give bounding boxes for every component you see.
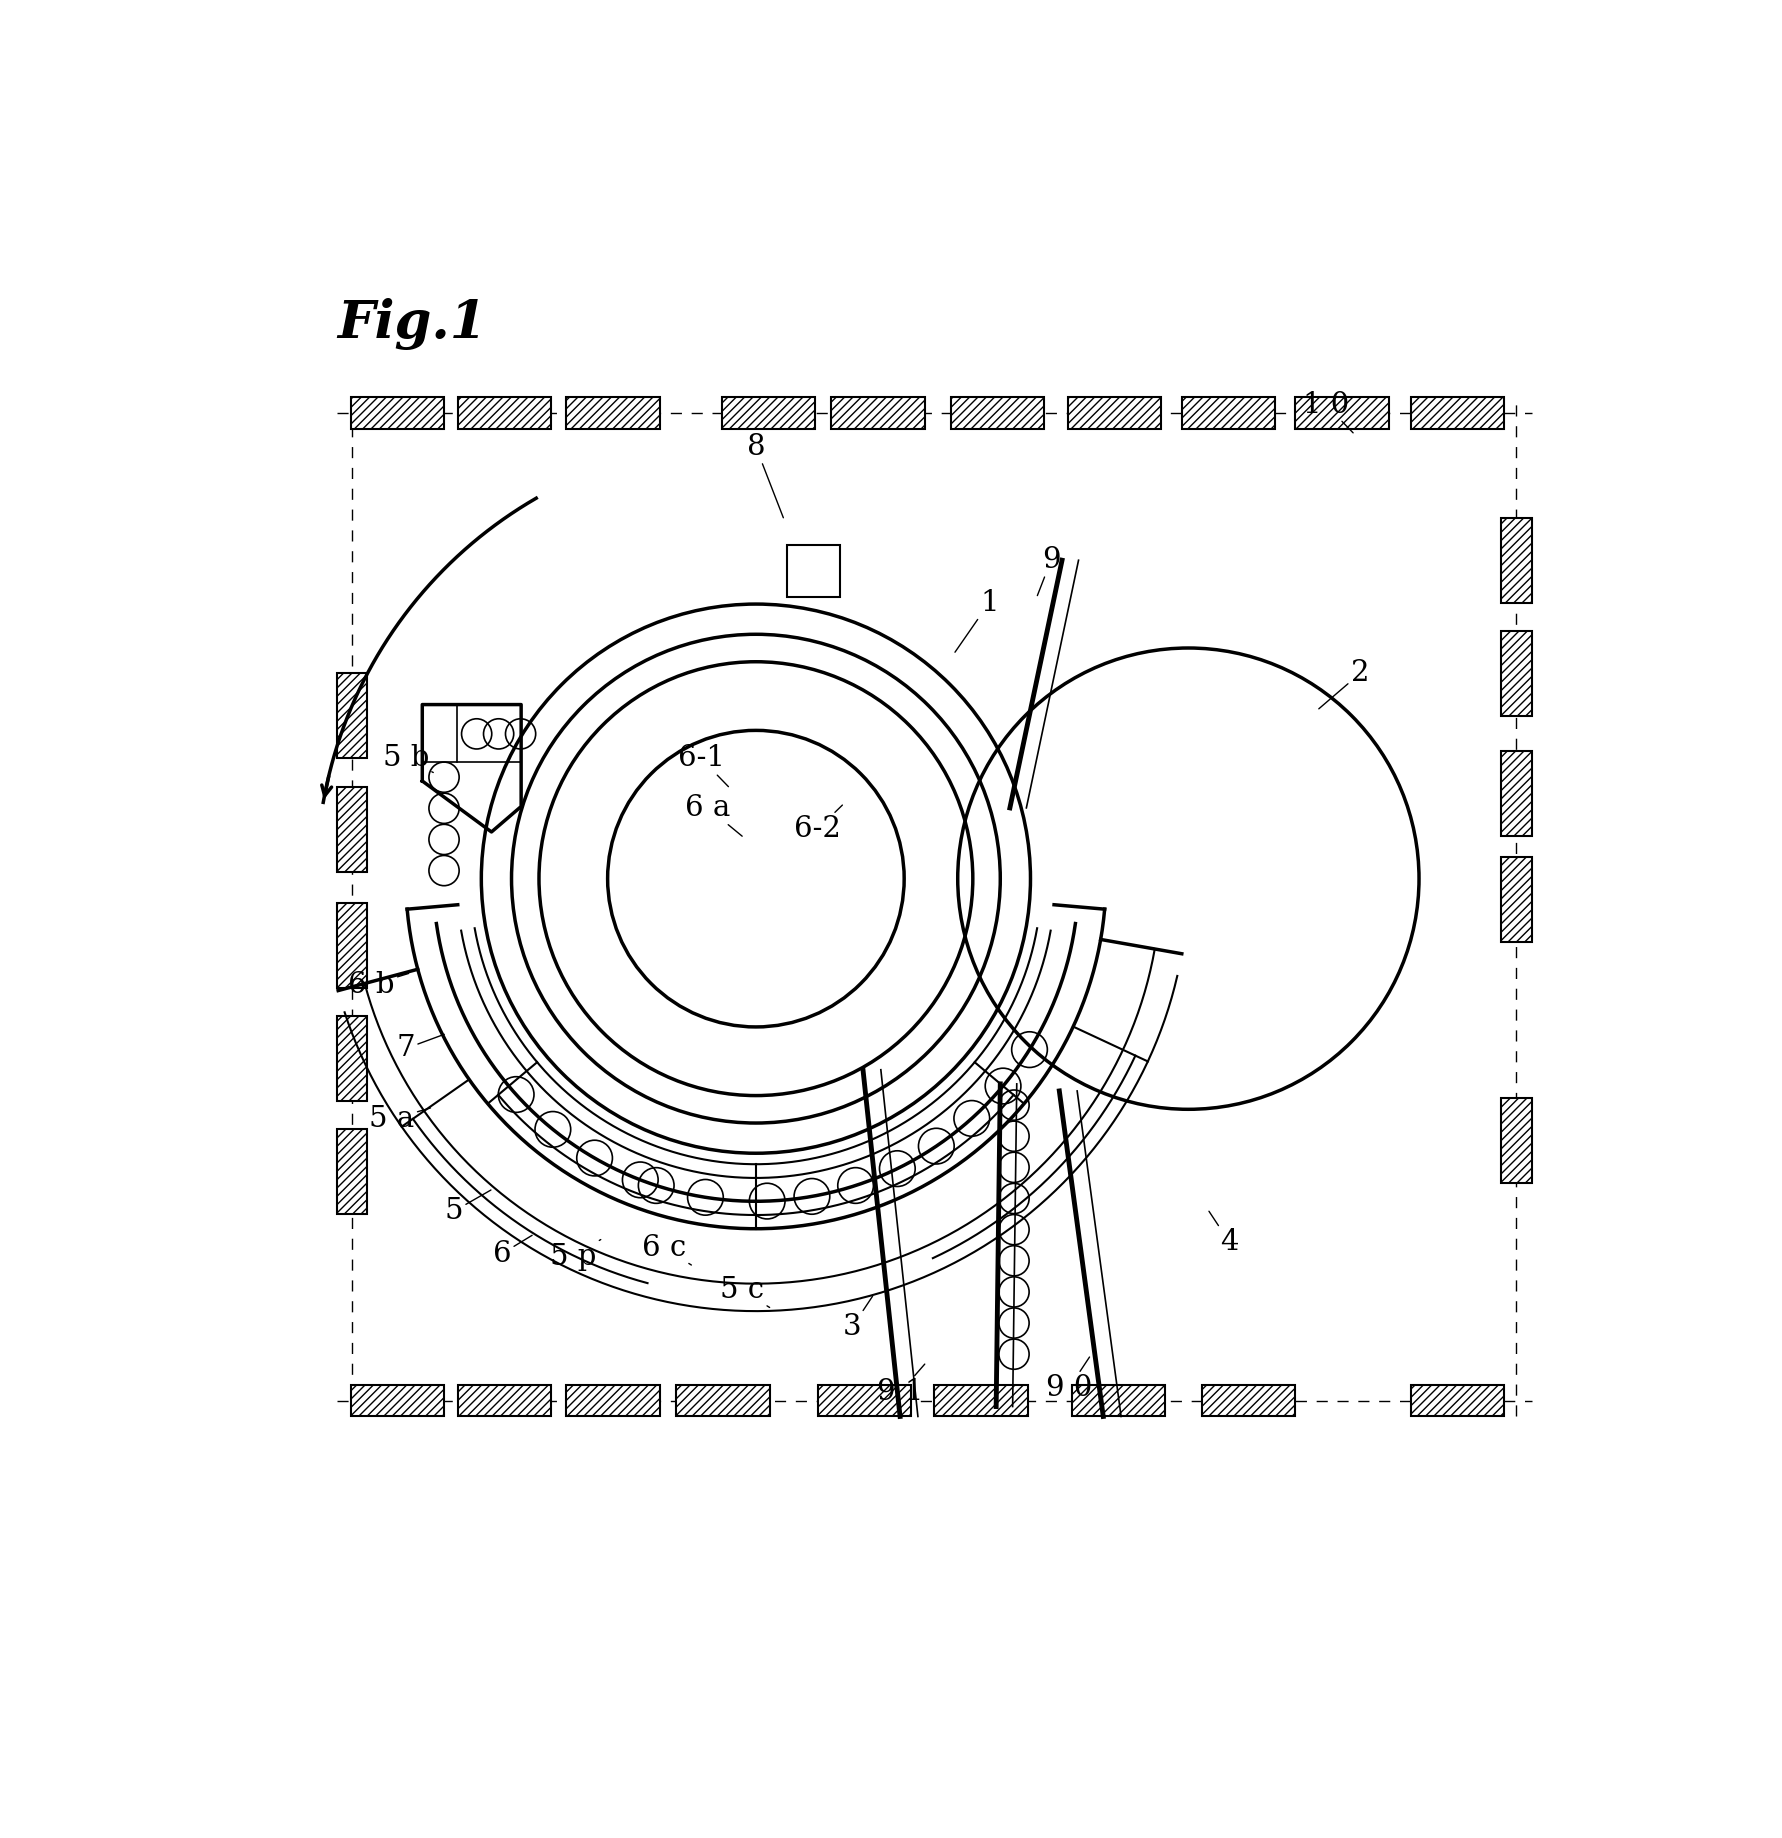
Text: 1: 1 [955,588,998,652]
Text: 5 a: 5 a [369,1105,429,1134]
Text: 3: 3 [843,1296,871,1342]
Bar [1067,397,1160,428]
Text: 9: 9 [1037,546,1060,596]
Text: 4: 4 [1208,1211,1238,1257]
Text: 6 b: 6 b [347,970,408,998]
Text: 6: 6 [492,1235,531,1268]
Bar [337,787,367,871]
Bar [830,397,925,428]
Bar [337,1129,367,1215]
Bar [458,397,551,428]
Bar [722,397,814,428]
Text: 1 0: 1 0 [1303,390,1353,432]
Bar [1500,1097,1531,1184]
Bar [1410,397,1504,428]
Text: 6-2: 6-2 [793,805,841,844]
Bar [1500,857,1531,943]
Text: 6 a: 6 a [684,794,741,836]
Text: Fig.1: Fig.1 [337,298,486,351]
Text: 2: 2 [1319,660,1369,709]
Bar [1410,1386,1504,1417]
Bar [1181,397,1274,428]
Bar [337,673,367,759]
Bar [1071,1386,1164,1417]
Bar [1296,397,1388,428]
Text: 5 b: 5 b [383,744,433,772]
Bar [788,546,839,597]
Text: 5 p: 5 p [551,1239,601,1270]
Bar [567,1386,659,1417]
Bar [1500,630,1531,715]
Bar [458,1386,551,1417]
Text: 8: 8 [747,434,782,518]
Text: 7: 7 [396,1035,444,1062]
Text: 5: 5 [444,1189,490,1226]
Bar [1201,1386,1296,1417]
Bar [1500,752,1531,836]
Text: 9 1: 9 1 [877,1364,925,1406]
Text: 6 c: 6 c [642,1233,691,1265]
Bar [337,1016,367,1101]
Text: 9 0: 9 0 [1046,1356,1092,1402]
Bar [567,397,659,428]
Text: 5 c: 5 c [720,1277,770,1307]
Bar [1500,518,1531,603]
Bar [934,1386,1026,1417]
Text: 6-1: 6-1 [677,744,729,787]
Bar [337,902,367,987]
Bar [351,397,444,428]
Bar [818,1386,911,1417]
Bar [675,1386,770,1417]
Bar [950,397,1044,428]
Bar [351,1386,444,1417]
